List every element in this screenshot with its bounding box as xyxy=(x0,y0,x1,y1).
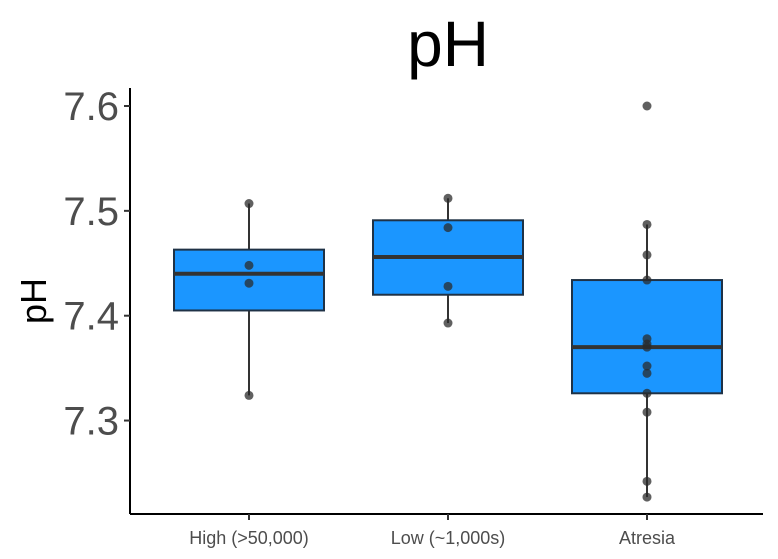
data-point xyxy=(443,318,453,328)
chart-title: pH xyxy=(407,8,489,80)
data-point xyxy=(642,219,652,229)
y-tick-label: 7.4 xyxy=(63,295,119,339)
data-point xyxy=(642,361,652,371)
data-point xyxy=(244,199,254,209)
y-tick-label: 7.5 xyxy=(63,190,119,234)
data-point xyxy=(642,250,652,260)
y-tick-label: 7.3 xyxy=(63,400,119,444)
data-point xyxy=(244,390,254,400)
data-point xyxy=(443,281,453,291)
y-tick-label: 7.6 xyxy=(63,85,119,129)
data-point xyxy=(443,193,453,203)
data-point xyxy=(642,101,652,111)
x-tick-label: Atresia xyxy=(619,528,676,548)
data-point xyxy=(642,388,652,398)
data-point xyxy=(642,275,652,285)
data-point xyxy=(443,223,453,233)
data-point xyxy=(642,368,652,378)
data-point xyxy=(244,278,254,288)
data-point xyxy=(642,476,652,486)
y-axis-label: pH xyxy=(13,278,54,324)
data-point xyxy=(642,492,652,502)
data-point xyxy=(642,407,652,417)
x-tick-label: Low (~1,000s) xyxy=(391,528,506,548)
data-point xyxy=(244,260,254,270)
plot-area: 7.3 7.4 7.5 7.6 High (>50,000) Low (~1,000s) A… xyxy=(63,85,763,548)
x-tick-label: High (>50,000) xyxy=(189,528,309,548)
data-point xyxy=(642,342,652,352)
